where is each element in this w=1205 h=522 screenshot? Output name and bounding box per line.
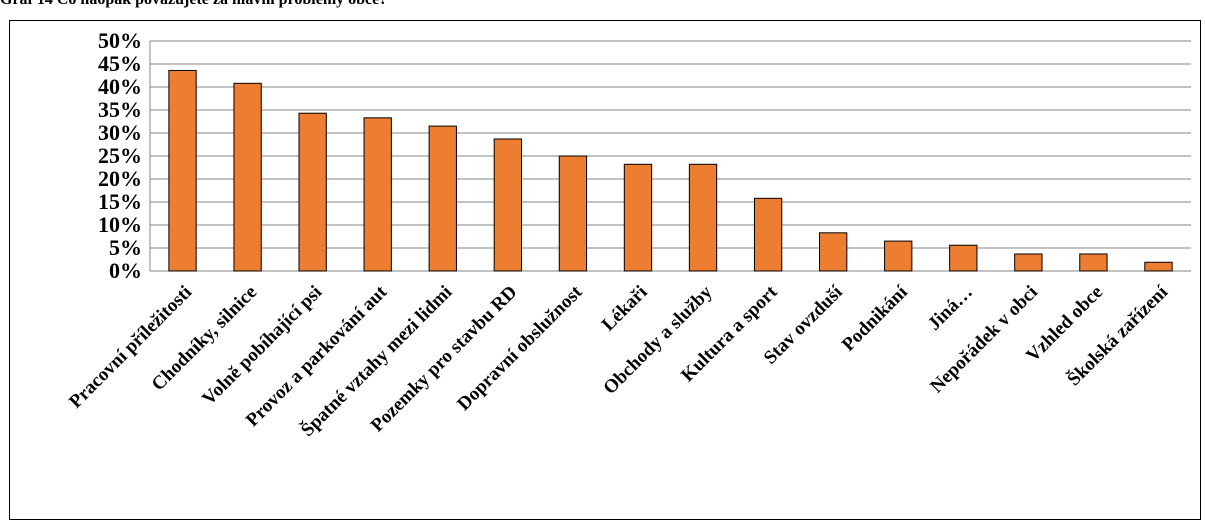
x-category-label: Jiná… xyxy=(924,282,977,335)
bar xyxy=(1144,261,1173,272)
y-tick-label: 50% xyxy=(98,28,142,53)
x-category-label: Pracovní příležitosti xyxy=(65,282,196,413)
bar xyxy=(233,82,262,272)
y-tick-label: 5% xyxy=(109,235,142,260)
y-tick-label: 10% xyxy=(98,212,142,237)
bar xyxy=(298,112,327,272)
bar xyxy=(1079,253,1108,272)
y-tick-label: 45% xyxy=(98,51,142,76)
x-category-label: Dopravní obslužnost xyxy=(453,281,587,415)
y-tick-label: 25% xyxy=(98,143,142,168)
y-axis-ticks: 0%5%10%15%20%25%30%35%40%45%50% xyxy=(98,28,142,283)
y-tick-label: 0% xyxy=(109,258,142,283)
x-category-label: Obchody a služby xyxy=(599,281,716,398)
x-category-label: Podnikání xyxy=(838,281,912,355)
y-tick-label: 40% xyxy=(98,74,142,99)
chart-title: Graf 14 Co naopak považujete za hlavní p… xyxy=(0,0,387,9)
bar xyxy=(818,232,848,272)
y-tick-label: 15% xyxy=(98,189,142,214)
bar xyxy=(884,240,913,272)
y-tick-label: 35% xyxy=(98,97,142,122)
bar xyxy=(363,117,392,272)
bar xyxy=(558,155,588,272)
bar xyxy=(168,69,197,272)
chart-frame xyxy=(9,20,1201,520)
bar xyxy=(949,244,978,272)
bars xyxy=(168,69,1173,272)
y-tick-label: 20% xyxy=(98,166,142,191)
x-category-label: Lékaři xyxy=(598,282,652,336)
y-tick-label: 30% xyxy=(98,120,142,145)
bar xyxy=(753,197,783,272)
bar xyxy=(493,138,523,272)
bar xyxy=(428,125,457,272)
bar xyxy=(623,163,653,272)
x-category-label: Volně pobíhající psi xyxy=(198,282,326,410)
bar xyxy=(688,163,718,272)
bar xyxy=(1014,253,1043,272)
